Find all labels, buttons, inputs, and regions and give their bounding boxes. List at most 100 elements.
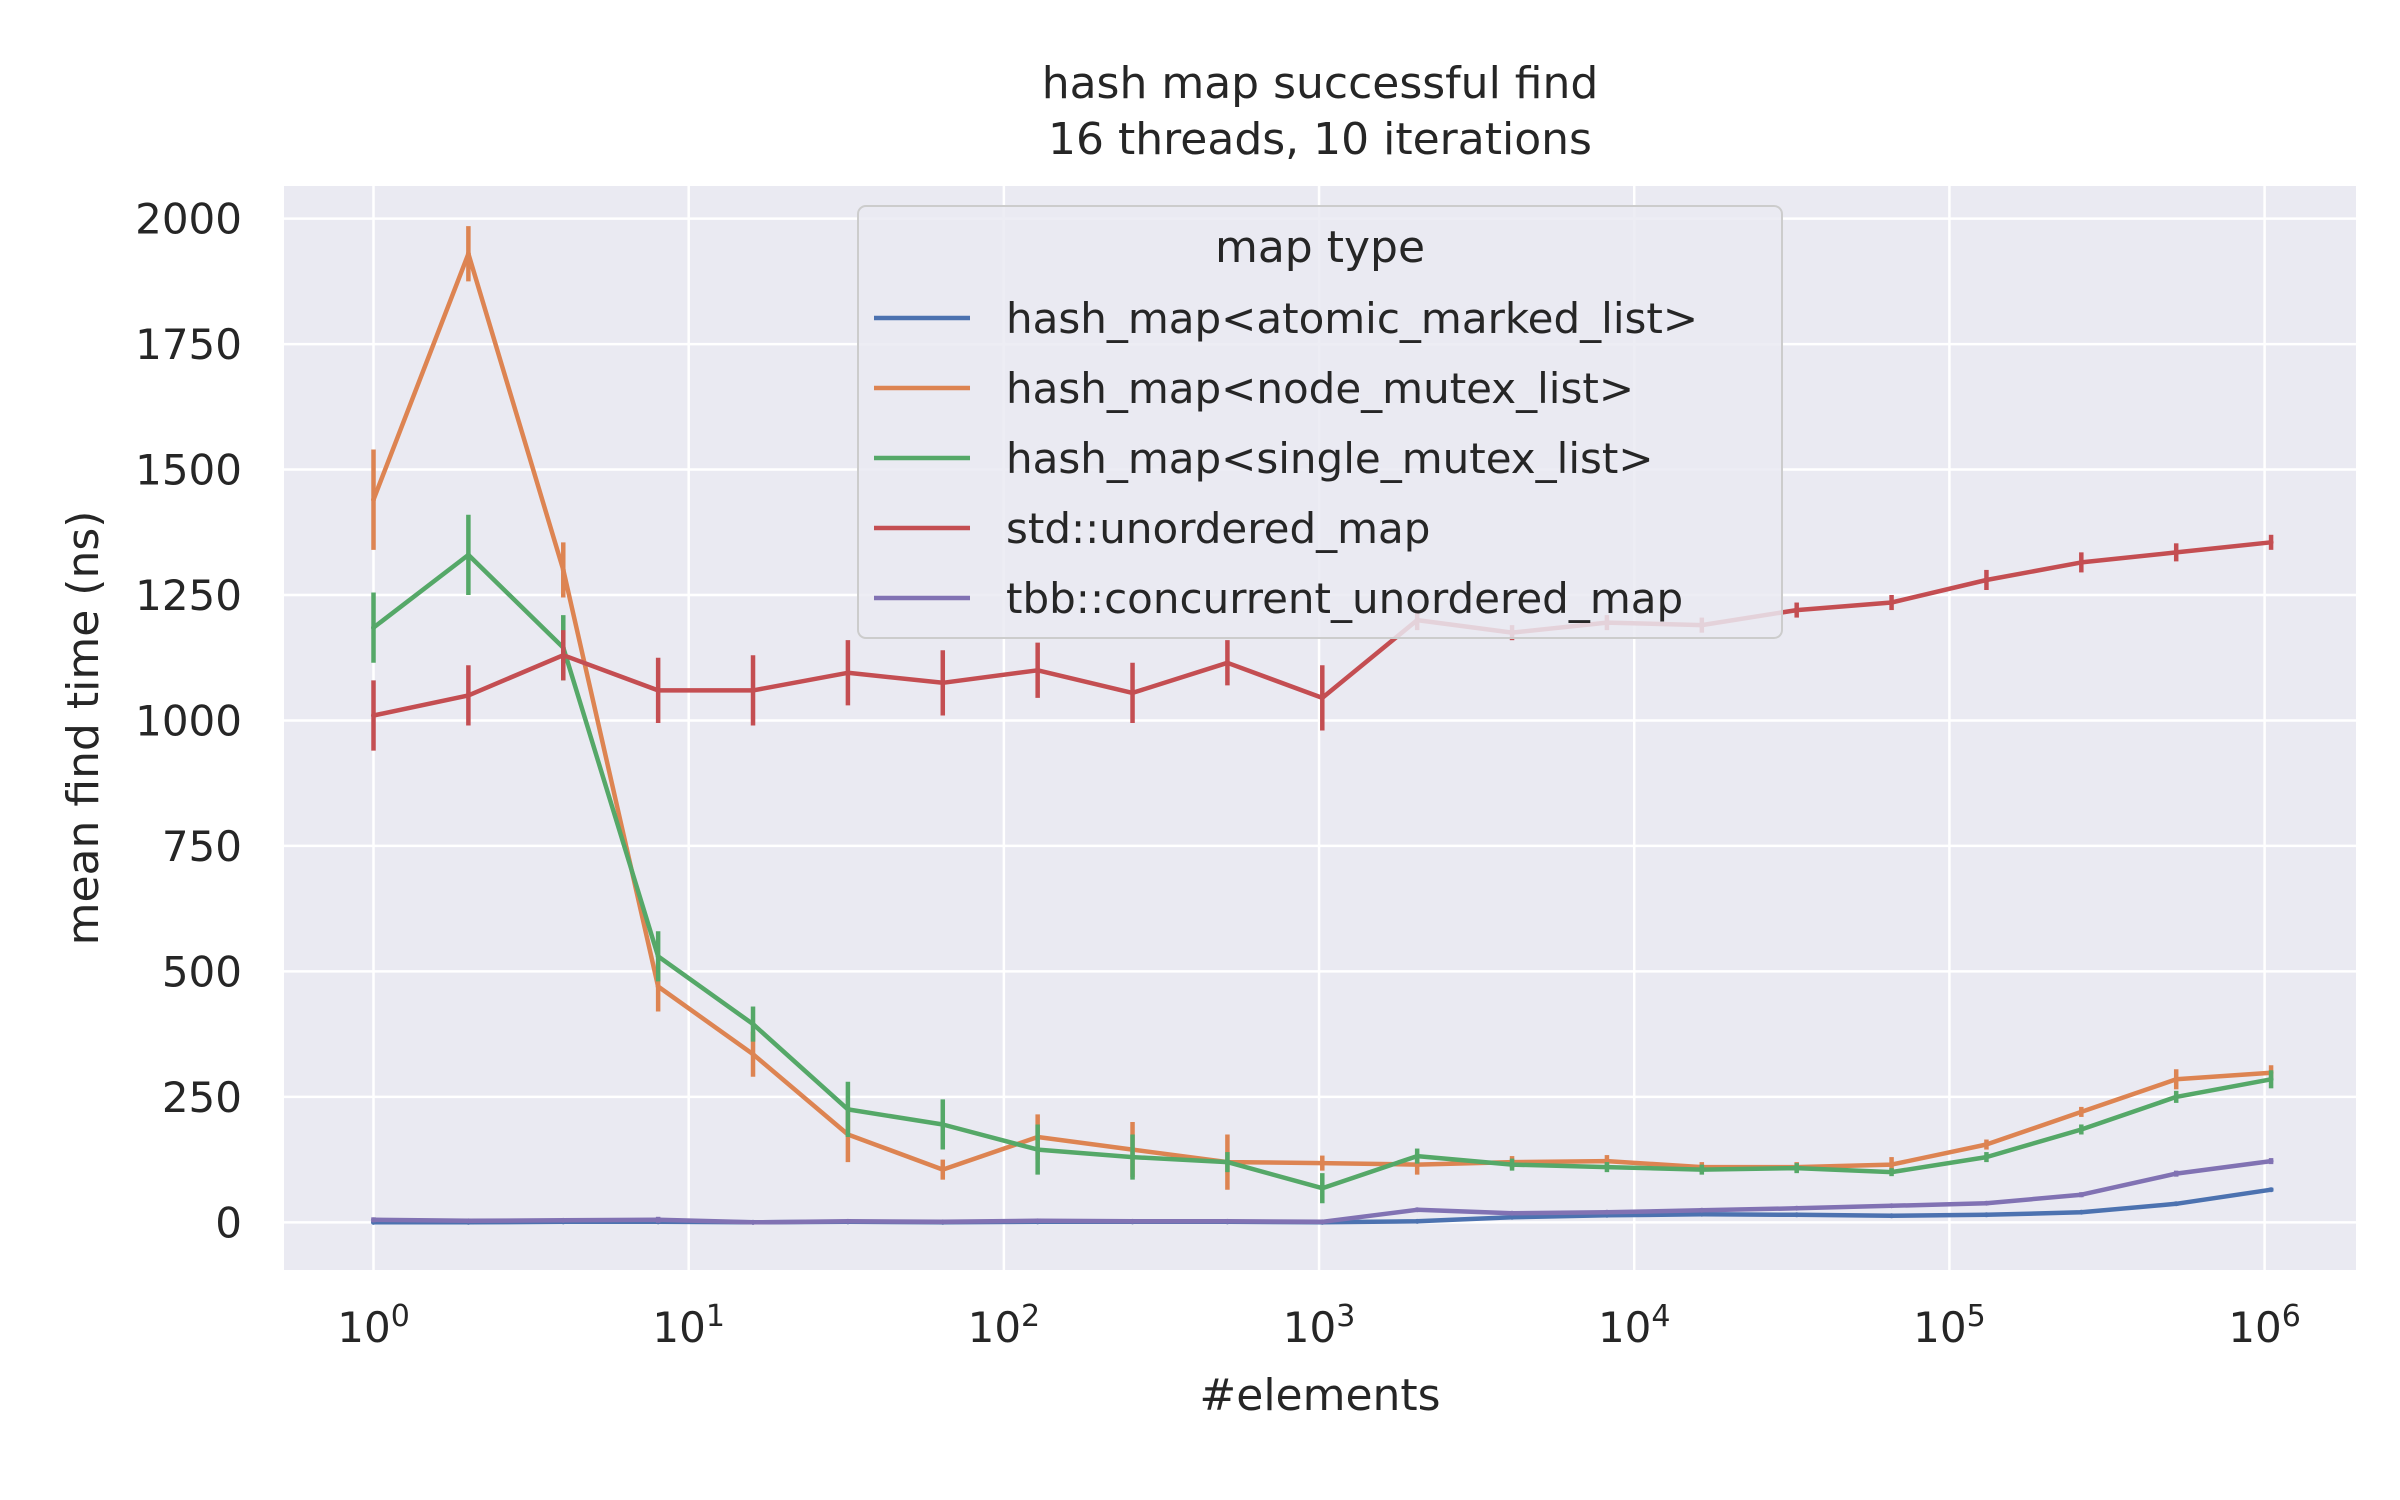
data-point: [1699, 1167, 1705, 1173]
data-point: [2078, 1109, 2084, 1115]
data-point: [1699, 1207, 1705, 1213]
data-point: [371, 625, 377, 631]
data-point: [940, 1167, 946, 1173]
data-point: [1130, 690, 1136, 696]
data-point: [1414, 1218, 1420, 1224]
legend-item: hash_map<atomic_marked_list>: [874, 294, 1698, 343]
data-point: [1319, 1185, 1325, 1191]
legend: map type hash_map<atomic_marked_list>has…: [857, 205, 1783, 639]
data-point: [1035, 1147, 1041, 1153]
x-tick-exponent: 5: [1967, 1299, 1986, 1334]
data-point: [940, 680, 946, 686]
data-point: [1509, 1214, 1515, 1220]
data-point: [1509, 1162, 1515, 1168]
data-point: [1414, 1207, 1420, 1213]
data-point: [1889, 1203, 1895, 1209]
data-point: [1983, 577, 1989, 583]
x-tick-base: 10: [337, 1303, 390, 1352]
data-point: [655, 953, 661, 959]
y-tick-label: 0: [215, 1198, 242, 1247]
legend-label: std::unordered_map: [1006, 504, 1430, 553]
data-point: [2268, 1187, 2274, 1193]
x-tick-exponent: 4: [1651, 1299, 1670, 1334]
data-point: [1319, 1219, 1325, 1225]
data-point: [1035, 1218, 1041, 1224]
data-point: [1224, 660, 1230, 666]
x-tick-label: 101: [652, 1299, 725, 1352]
data-point: [750, 1219, 756, 1225]
x-tick-labels: 100 101 102 103 104 105 106: [337, 1299, 2301, 1352]
x-tick-exponent: 2: [1021, 1299, 1040, 1334]
data-point: [1604, 1209, 1610, 1215]
data-point: [2268, 539, 2274, 545]
data-point: [2173, 549, 2179, 555]
x-tick-base: 10: [1283, 1303, 1336, 1352]
data-point: [371, 1217, 377, 1223]
data-point: [1983, 1200, 1989, 1206]
data-point: [1604, 1164, 1610, 1170]
x-tick-base: 10: [968, 1303, 1021, 1352]
data-point: [1983, 1142, 1989, 1148]
y-tick-label: 250: [162, 1073, 242, 1122]
y-tick-label: 2000: [135, 195, 242, 244]
data-point: [560, 652, 566, 658]
y-tick-label: 1250: [135, 571, 242, 620]
x-tick-exponent: 0: [391, 1299, 410, 1334]
data-point: [845, 1106, 851, 1112]
data-point: [1224, 1159, 1230, 1165]
x-tick-exponent: 6: [2282, 1299, 2301, 1334]
data-point: [2078, 1192, 2084, 1198]
x-tick-label: 102: [968, 1299, 1041, 1352]
data-point: [1319, 1160, 1325, 1166]
data-point: [1699, 1211, 1705, 1217]
legend-label: tbb::concurrent_unordered_map: [1006, 574, 1683, 623]
chart-title: hash map successful find: [1042, 58, 1599, 109]
data-point: [1224, 1218, 1230, 1224]
x-tick-base: 10: [1913, 1303, 1966, 1352]
data-point: [1794, 1165, 1800, 1171]
data-point: [1889, 1169, 1895, 1175]
data-point: [1983, 1212, 1989, 1218]
data-point: [1414, 1153, 1420, 1159]
data-point: [845, 670, 851, 676]
data-point: [1319, 695, 1325, 701]
data-point: [2078, 559, 2084, 565]
legend-item: tbb::concurrent_unordered_map: [874, 574, 1683, 623]
data-point: [655, 687, 661, 693]
x-tick-exponent: 1: [706, 1299, 725, 1334]
data-point: [1035, 667, 1041, 673]
x-axis-label: #elements: [1199, 1370, 1440, 1421]
data-point: [1889, 1213, 1895, 1219]
x-tick-base: 10: [652, 1303, 705, 1352]
chart-subtitle: 16 threads, 10 iterations: [1048, 114, 1592, 165]
data-point: [1794, 1205, 1800, 1211]
y-tick-label: 1750: [135, 320, 242, 369]
legend-label: hash_map<single_mutex_list>: [1006, 434, 1654, 483]
y-tick-label: 1500: [135, 446, 242, 495]
y-tick-label: 500: [162, 947, 242, 996]
data-point: [2078, 1209, 2084, 1215]
series-4: [371, 1158, 2274, 1225]
legend-box: [857, 205, 1783, 639]
data-point: [845, 1218, 851, 1224]
data-point: [371, 712, 377, 718]
data-point: [2078, 1126, 2084, 1132]
x-tick-label: 100: [337, 1299, 410, 1352]
data-point: [1130, 1154, 1136, 1160]
x-tick-label: 106: [2228, 1299, 2301, 1352]
data-point: [940, 1121, 946, 1127]
x-tick-label: 103: [1283, 1299, 1356, 1352]
data-point: [465, 552, 471, 558]
data-point: [750, 1021, 756, 1027]
x-tick-base: 10: [2228, 1303, 2281, 1352]
data-point: [1889, 600, 1895, 606]
legend-item: hash_map<node_mutex_list>: [874, 364, 1634, 413]
y-tick-label: 1000: [135, 696, 242, 745]
x-tick-label: 104: [1598, 1299, 1671, 1352]
data-point: [2173, 1171, 2179, 1177]
data-point: [371, 497, 377, 503]
x-tick-base: 10: [1598, 1303, 1651, 1352]
data-point: [750, 687, 756, 693]
data-point: [2268, 1158, 2274, 1164]
